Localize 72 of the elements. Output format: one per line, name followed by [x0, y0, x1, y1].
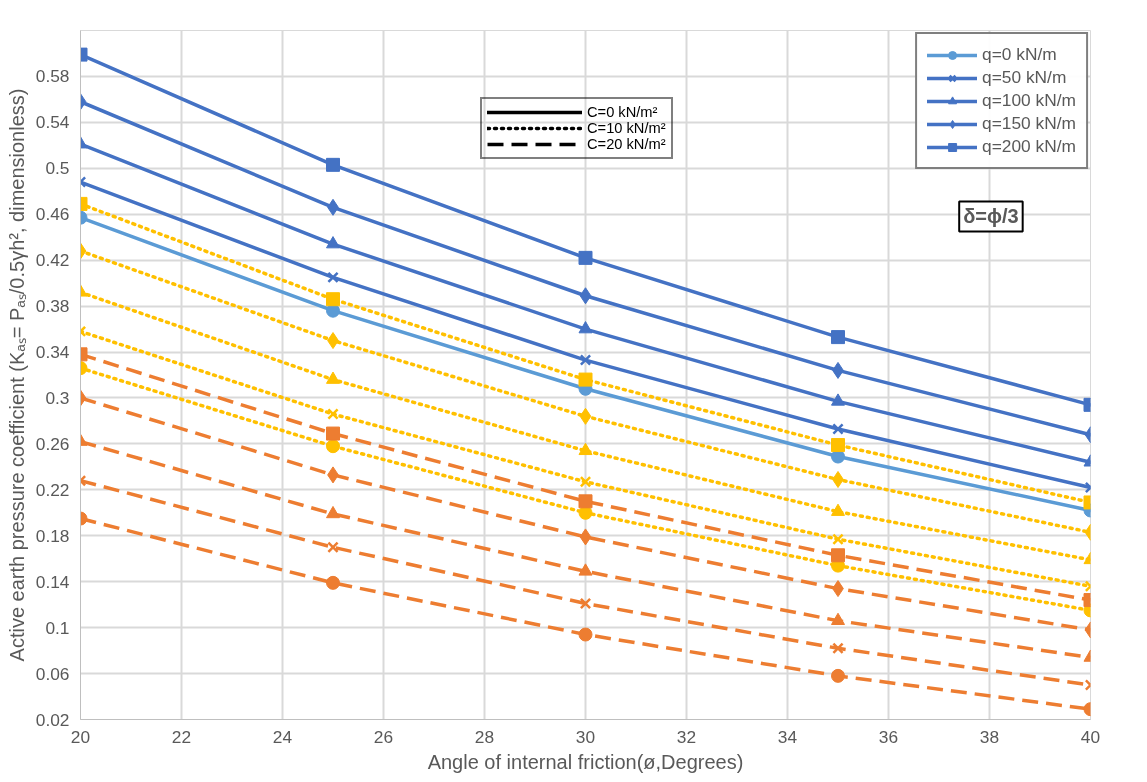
point: [579, 354, 592, 366]
legend-label: q=100 kN/m: [982, 90, 1076, 111]
point: [579, 597, 592, 610]
x-tick-label: 28: [474, 726, 495, 747]
point: [831, 668, 845, 683]
point: [579, 528, 592, 546]
x-tick-label: 24: [272, 726, 293, 747]
y-tick-label: 0.54: [35, 112, 70, 133]
legend-label: q=0 kN/m: [982, 44, 1057, 65]
annotation: δ=ϕ/3: [963, 205, 1019, 228]
y-tick-label: 0.46: [35, 204, 70, 225]
x-tick-label: 32: [676, 726, 697, 747]
point: [578, 250, 593, 265]
y-axis-title: Active earth pressure coefficient (Kₐₛ= Pₐₛ/0.5γh², dimensionless): [5, 88, 28, 662]
x-tick-label: 30: [575, 726, 596, 747]
legend-label: q=50 kN/m: [982, 67, 1067, 88]
x-tick-label: 34: [777, 726, 798, 747]
x-tick-label: 20: [70, 726, 91, 747]
point: [832, 471, 844, 488]
y-tick-label: 0.38: [35, 296, 70, 317]
x-tick-label: 38: [979, 726, 1000, 747]
point: [578, 321, 593, 334]
point: [578, 627, 593, 642]
point: [326, 426, 340, 441]
point: [327, 408, 339, 420]
y-tick-label: 0.26: [35, 433, 70, 454]
point: [831, 612, 845, 625]
point: [831, 548, 845, 563]
y-tick-label: 0.22: [35, 479, 70, 500]
point: [326, 371, 340, 384]
point: [831, 393, 845, 406]
point: [832, 423, 844, 435]
x-tick-label: 22: [171, 726, 192, 747]
point: [326, 439, 340, 454]
y-tick-label: 0.3: [45, 387, 70, 408]
y-tick-label: 0.5: [45, 158, 70, 179]
x-axis-title: Angle of internal friction(ø,Degrees): [427, 750, 744, 773]
point: [326, 157, 340, 172]
annotation: C=0 kN/m²: [587, 104, 658, 120]
point: [326, 505, 340, 519]
point: [832, 642, 844, 655]
y-tick-label: 0.14: [35, 571, 70, 592]
point: [579, 287, 592, 305]
y-tick-label: 0.58: [35, 66, 70, 87]
point: [327, 541, 339, 554]
point: [831, 438, 845, 453]
x-tick-label: 40: [1080, 726, 1101, 747]
y-tick-label: 0.34: [35, 342, 70, 363]
annotation: C=20 kN/m²: [587, 136, 666, 152]
y-tick-label: 0.1: [45, 617, 70, 638]
point: [578, 372, 593, 387]
y-tick-label: 0.02: [35, 709, 70, 730]
point: [832, 533, 844, 546]
point: [578, 442, 593, 456]
point: [831, 503, 845, 516]
point: [326, 292, 340, 307]
point: [326, 575, 340, 590]
point: [831, 330, 845, 345]
point: [326, 236, 340, 249]
legend-label: q=150 kN/m: [982, 113, 1076, 134]
x-tick-label: 36: [878, 726, 899, 747]
y-tick-label: 0.06: [35, 663, 70, 684]
point: [578, 494, 593, 509]
x-tick-label: 26: [373, 726, 394, 747]
annotation: C=10 kN/m²: [587, 120, 666, 136]
point: [578, 563, 593, 576]
point: [327, 271, 339, 284]
y-tick-label: 0.42: [35, 250, 70, 271]
y-tick-label: 0.18: [35, 525, 70, 546]
point: [579, 407, 592, 425]
legend-label: q=200 kN/m: [982, 136, 1076, 157]
point: [579, 475, 592, 488]
